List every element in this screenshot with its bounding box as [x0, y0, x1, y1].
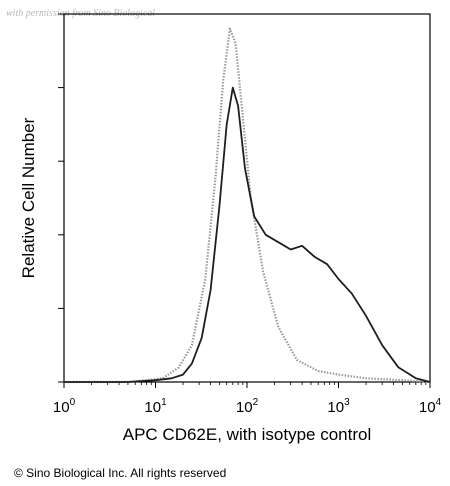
copyright-text: © Sino Biological Inc. All rights reserv… — [14, 466, 227, 480]
histogram-series-1 — [64, 86, 431, 383]
y-axis-label: Relative Cell Number — [19, 117, 38, 278]
x-tick-label-base-4: 10 — [419, 399, 436, 416]
x-tick-label-1: 101 — [144, 397, 167, 416]
x-tick-label-2: 102 — [236, 397, 259, 416]
x-tick-label-base-0: 10 — [53, 399, 70, 416]
x-tick-label-exp-1: 1 — [161, 397, 167, 408]
x-tick-label-exp-3: 3 — [344, 397, 350, 408]
x-tick-label-exp-2: 2 — [253, 397, 259, 408]
x-tick-label-base-2: 10 — [236, 399, 253, 416]
x-tick-label-base-3: 10 — [327, 399, 344, 416]
plot-frame — [63, 13, 431, 383]
x-tick-label-exp-0: 0 — [70, 397, 76, 408]
x-tick-label-base-1: 10 — [144, 399, 161, 416]
histogram-series-0 — [64, 27, 431, 384]
x-axis-label: APC CD62E, with isotype control — [123, 425, 372, 444]
x-tick-label-exp-4: 4 — [436, 397, 442, 408]
x-tick-label-0: 100 — [53, 397, 76, 416]
x-tick-label-4: 104 — [419, 397, 442, 416]
x-tick-label-3: 103 — [327, 397, 350, 416]
